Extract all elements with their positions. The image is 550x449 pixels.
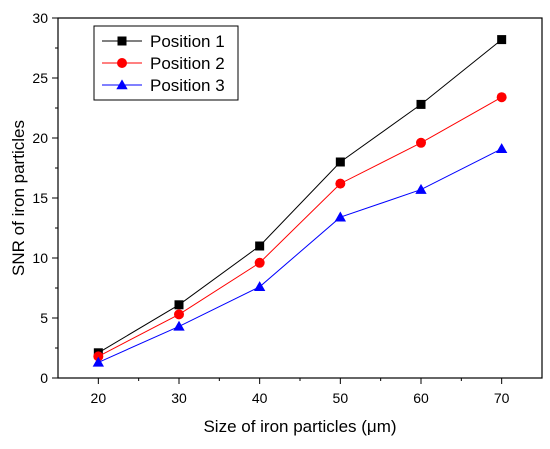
y-tick-label: 15 bbox=[32, 190, 48, 206]
data-point bbox=[416, 137, 426, 148]
series-line bbox=[98, 39, 502, 354]
data-point bbox=[334, 211, 347, 222]
y-tick-label: 0 bbox=[40, 370, 48, 386]
y-tick-label: 10 bbox=[32, 250, 48, 266]
data-point bbox=[173, 320, 185, 331]
legend-label: Position 2 bbox=[150, 54, 225, 73]
data-point bbox=[335, 157, 345, 167]
data-point bbox=[174, 300, 184, 310]
data-point bbox=[335, 178, 346, 189]
data-point bbox=[93, 351, 104, 362]
legend-item: Position 2 bbox=[102, 54, 225, 73]
data-point bbox=[416, 99, 426, 109]
data-point bbox=[497, 35, 507, 45]
x-tick-label: 30 bbox=[171, 390, 187, 406]
legend-label: Position 3 bbox=[150, 76, 225, 95]
x-tick-label: 70 bbox=[494, 390, 510, 406]
x-tick-label: 50 bbox=[333, 390, 349, 406]
data-point bbox=[495, 143, 508, 154]
series-2 bbox=[93, 92, 507, 362]
data-point bbox=[415, 183, 427, 194]
y-tick-label: 25 bbox=[32, 70, 48, 86]
data-point bbox=[92, 356, 105, 367]
legend-label: Position 1 bbox=[150, 32, 225, 51]
x-tick-label: 40 bbox=[252, 390, 268, 406]
legend-item: Position 1 bbox=[102, 32, 225, 51]
legend-marker bbox=[117, 58, 127, 68]
series-line bbox=[98, 148, 502, 363]
series-line bbox=[98, 96, 502, 357]
data-point bbox=[496, 92, 507, 103]
legend-marker bbox=[117, 36, 127, 46]
data-point bbox=[255, 241, 265, 251]
x-axis-title: Size of iron particles (μm) bbox=[203, 417, 396, 436]
y-tick-label: 5 bbox=[40, 310, 48, 326]
axes: 20 30 40 50 60 70 0 5 10 15 20 25 30 bbox=[32, 10, 543, 406]
legend-marker bbox=[116, 79, 128, 90]
y-axis-title: SNR of iron particles bbox=[9, 120, 28, 276]
series-3 bbox=[92, 143, 508, 367]
data-point bbox=[253, 281, 266, 292]
data-point bbox=[174, 309, 184, 320]
x-tick-label: 20 bbox=[91, 390, 107, 406]
legend-item: Position 3 bbox=[102, 76, 225, 95]
y-tick-label: 30 bbox=[32, 10, 48, 26]
x-tick-label: 60 bbox=[413, 390, 429, 406]
data-point bbox=[254, 257, 265, 268]
series-layer bbox=[92, 35, 508, 367]
y-tick-label: 20 bbox=[32, 130, 48, 146]
legend: Position 1 Position 2 Position 3 bbox=[93, 25, 239, 101]
